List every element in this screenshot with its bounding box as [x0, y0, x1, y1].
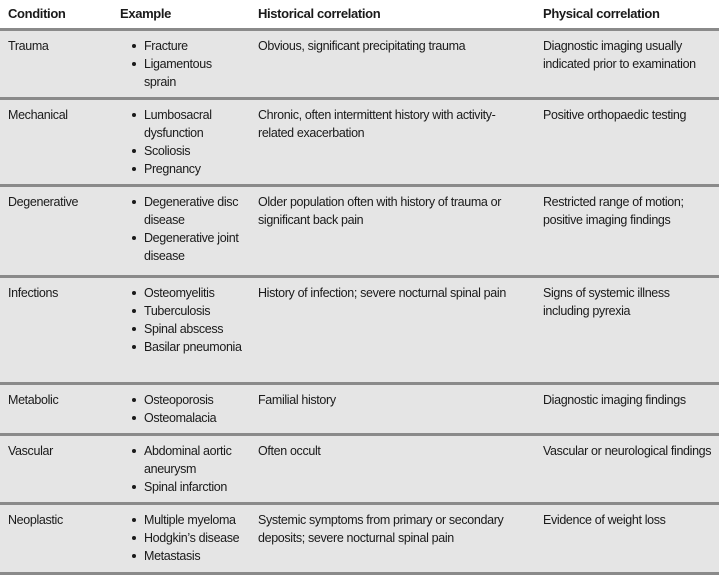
historical-cell: Obvious, significant precipitating traum… [250, 28, 535, 100]
table-row: Trauma Fracture Ligamentous sprain Obvious,… [0, 28, 719, 100]
physical-cell: Diagnostic imaging findings [535, 383, 719, 436]
example-list: Osteoporosis Osteomalacia [132, 391, 246, 427]
physical-cell: Evidence of weight loss [535, 503, 719, 575]
example-cell: Lumbosacral dysfunction Scoliosis Pregnanc… [112, 98, 250, 187]
list-item: Spinal infarction [132, 478, 246, 496]
condition-cell: Neoplastic [0, 503, 112, 575]
header-historical: Historical correlation [250, 0, 535, 30]
condition-cell: Trauma [0, 28, 112, 100]
list-item: Osteomyelitis [132, 284, 246, 302]
example-list: Abdominal aortic aneurysm Spinal infarcti… [132, 442, 246, 496]
historical-cell: Chronic, often intermittent history with… [250, 98, 535, 187]
historical-cell: Often occult [250, 434, 535, 505]
example-cell: Multiple myeloma Hodgkin’s disease Metasta… [112, 503, 250, 575]
table-row: Infections Osteomyelitis Tuberculosis Spina… [0, 276, 719, 385]
header-row: Condition Example Historical correlation… [0, 0, 719, 30]
list-item: Tuberculosis [132, 302, 246, 320]
table-row: Degenerative Degenerative disc disease Deg… [0, 185, 719, 278]
list-item: Hodgkin’s disease [132, 529, 246, 547]
list-item: Basilar pneumonia [132, 338, 246, 356]
condition-cell: Vascular [0, 434, 112, 505]
list-item: Osteomalacia [132, 409, 246, 427]
list-item: Degenerative disc disease [132, 193, 246, 229]
condition-cell: Mechanical [0, 98, 112, 187]
list-item: Degenerative joint disease [132, 229, 246, 265]
historical-cell: Older population often with history of t… [250, 185, 535, 278]
example-list: Osteomyelitis Tuberculosis Spinal abscess B… [132, 284, 246, 356]
example-cell: Abdominal aortic aneurysm Spinal infarcti… [112, 434, 250, 505]
table-row: Vascular Abdominal aortic aneurysm Spinal … [0, 434, 719, 505]
header-example: Example [112, 0, 250, 30]
physical-cell: Vascular or neurological findings [535, 434, 719, 505]
list-item: Pregnancy [132, 160, 246, 178]
list-item: Ligamentous sprain [132, 55, 246, 91]
physical-cell: Diagnostic imaging usually indicated pri… [535, 28, 719, 100]
example-list: Lumbosacral dysfunction Scoliosis Pregnanc… [132, 106, 246, 178]
condition-cell: Infections [0, 276, 112, 385]
example-cell: Degenerative disc disease Degenerative jo… [112, 185, 250, 278]
table-row: Mechanical Lumbosacral dysfunction Scolios… [0, 98, 719, 187]
example-cell: Fracture Ligamentous sprain [112, 28, 250, 100]
example-cell: Osteoporosis Osteomalacia [112, 383, 250, 436]
physical-cell: Restricted range of motion; positive ima… [535, 185, 719, 278]
condition-cell: Degenerative [0, 185, 112, 278]
condition-cell: Metabolic [0, 383, 112, 436]
example-list: Degenerative disc disease Degenerative jo… [132, 193, 246, 265]
header-condition: Condition [0, 0, 112, 30]
list-item: Scoliosis [132, 142, 246, 160]
historical-cell: History of infection; severe nocturnal s… [250, 276, 535, 385]
list-item: Lumbosacral dysfunction [132, 106, 246, 142]
historical-cell: Familial history [250, 383, 535, 436]
example-list: Fracture Ligamentous sprain [132, 37, 246, 91]
table-row: Metabolic Osteoporosis Osteomalacia Familia… [0, 383, 719, 436]
example-cell: Osteomyelitis Tuberculosis Spinal abscess B… [112, 276, 250, 385]
physical-cell: Positive orthopaedic testing [535, 98, 719, 187]
list-item: Fracture [132, 37, 246, 55]
list-item: Multiple myeloma [132, 511, 246, 529]
list-item: Osteoporosis [132, 391, 246, 409]
header-physical: Physical correlation [535, 0, 719, 30]
example-list: Multiple myeloma Hodgkin’s disease Metasta… [132, 511, 246, 565]
physical-cell: Signs of systemic illness including pyre… [535, 276, 719, 385]
historical-cell: Systemic symptoms from primary or second… [250, 503, 535, 575]
table-row: Neoplastic Multiple myeloma Hodgkin’s dise… [0, 503, 719, 575]
list-item: Spinal abscess [132, 320, 246, 338]
list-item: Abdominal aortic aneurysm [132, 442, 246, 478]
list-item: Metastasis [132, 547, 246, 565]
